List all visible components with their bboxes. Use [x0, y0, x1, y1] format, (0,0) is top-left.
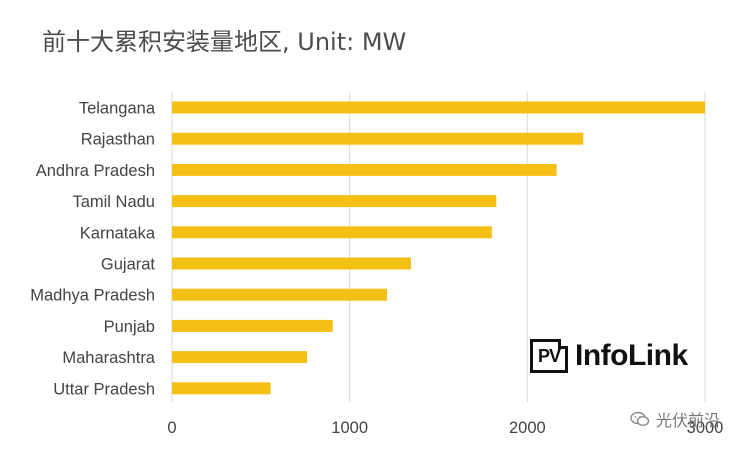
bar-telangana	[172, 101, 705, 114]
logo-box-text: PV	[537, 345, 561, 366]
bar-punjab	[172, 319, 333, 332]
bar-andhra-pradesh	[172, 163, 557, 176]
bar-uttar-pradesh	[172, 382, 271, 395]
category-label: Andhra Pradesh	[36, 162, 155, 180]
x-tick-label: 0	[167, 419, 176, 437]
watermark-text: 光伏前沿	[656, 411, 721, 430]
category-label: Punjab	[104, 318, 155, 336]
category-labels: Telangana Rajasthan Andhra Pradesh Tamil Na…	[30, 100, 156, 399]
watermark: 光伏前沿	[630, 407, 720, 431]
bar-gujarat	[172, 257, 411, 270]
bar-maharashtra	[172, 351, 308, 364]
bar-rajasthan	[172, 132, 584, 145]
category-label: Karnataka	[80, 224, 156, 242]
pv-infolink-logo: PV InfoLink	[530, 339, 688, 373]
category-label: Gujarat	[101, 256, 156, 274]
x-tick-label: 3000	[687, 419, 724, 437]
logo-text: InfoLink	[575, 339, 688, 372]
category-label: Rajasthan	[81, 131, 155, 149]
chart-title: 前十大累积安装量地区, Unit: MW	[42, 28, 407, 56]
category-label: Tamil Nadu	[72, 193, 155, 211]
category-label: Maharashtra	[62, 349, 155, 367]
wechat-icon	[630, 411, 650, 427]
logo-box: PV	[530, 339, 568, 373]
bars	[172, 101, 705, 395]
tick-labels: 0 1000 2000 3000	[167, 419, 723, 437]
bar-tamil-nadu	[172, 195, 497, 208]
x-tick-label: 1000	[331, 419, 368, 437]
x-tick-label: 2000	[509, 419, 546, 437]
category-label: Madhya Pradesh	[30, 287, 155, 305]
category-label: Telangana	[79, 100, 156, 118]
category-label: Uttar Pradesh	[53, 380, 155, 398]
bar-madhya-pradesh	[172, 288, 387, 301]
bar-karnataka	[172, 226, 492, 239]
